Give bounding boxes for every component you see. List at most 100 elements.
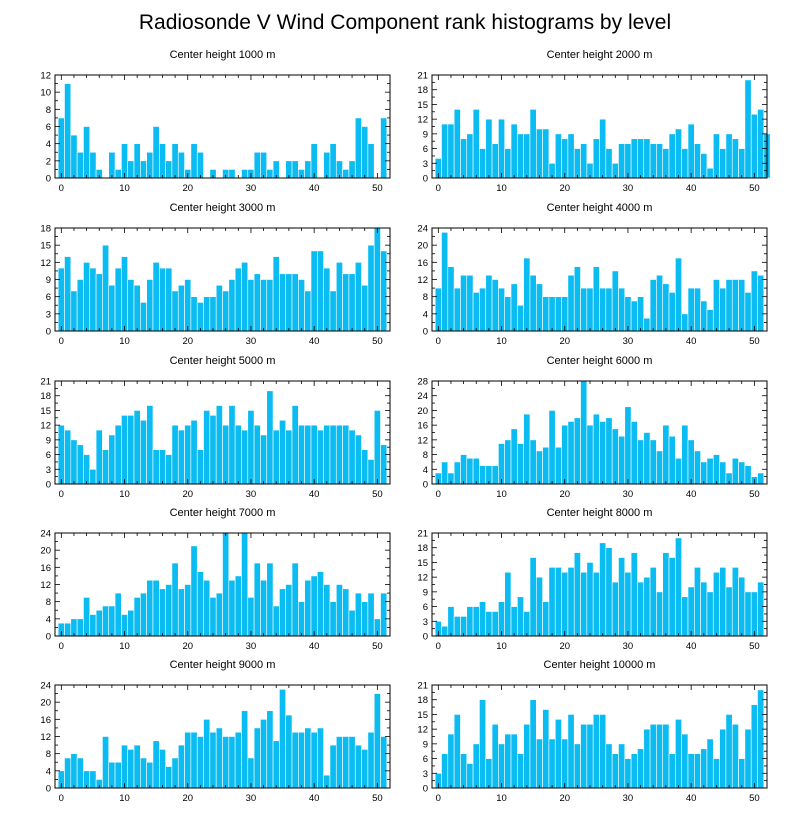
x-tick-label: 0 <box>59 641 64 652</box>
histogram-bar <box>738 461 746 485</box>
x-tick-label: 50 <box>372 641 383 652</box>
histogram-bar <box>342 736 350 789</box>
x-tick-label: 20 <box>182 793 193 804</box>
histogram-panel-1: Center height 1000 m 0 10 20 30 40 50 0 2 4 6 8 10 12 <box>40 49 391 194</box>
x-tick-label: 20 <box>182 489 193 500</box>
histogram-bar <box>605 417 613 485</box>
x-tick-label: 50 <box>372 183 383 194</box>
histogram-bar <box>567 567 575 637</box>
x-tick-label: 40 <box>686 641 697 652</box>
histogram-bar <box>380 592 388 637</box>
histogram-bar <box>744 292 752 332</box>
histogram-bar <box>171 424 179 485</box>
histogram-bar <box>373 227 381 332</box>
histogram-bar <box>453 287 461 332</box>
y-tick-label: 0 <box>46 784 51 795</box>
x-tick-label: 30 <box>246 641 257 652</box>
histogram-bar <box>618 743 626 789</box>
histogram-bar <box>618 287 626 332</box>
histogram-bar <box>725 279 733 332</box>
histogram-bar <box>618 435 626 485</box>
histogram-bar <box>662 552 670 637</box>
histogram-bar <box>523 611 531 637</box>
histogram-bar <box>196 449 204 485</box>
histogram-bar <box>561 296 569 332</box>
y-tick-label: 18 <box>417 543 428 554</box>
histogram-bar <box>510 283 518 332</box>
histogram-bar <box>177 429 185 485</box>
histogram-bar <box>171 757 179 789</box>
y-tick-label: 21 <box>40 377 51 388</box>
histogram-bar <box>687 586 695 637</box>
y-tick-label: 12 <box>40 258 51 269</box>
histogram-bar <box>491 143 499 179</box>
histogram-bar <box>580 723 588 789</box>
histogram-bar <box>744 591 752 637</box>
histogram-bar <box>611 428 619 485</box>
histogram-bar <box>222 736 230 789</box>
histogram-bar <box>89 468 97 485</box>
y-tick-label: 18 <box>417 85 428 96</box>
histogram-bar <box>146 279 154 332</box>
histogram-bar <box>279 688 287 789</box>
histogram-bar <box>611 581 619 637</box>
histogram-bar <box>630 138 638 179</box>
histogram-bar <box>687 753 695 789</box>
histogram-bar <box>184 424 192 485</box>
x-tick-label: 0 <box>436 793 441 804</box>
y-tick-label: 16 <box>417 258 428 269</box>
histogram-bar <box>354 117 362 179</box>
histogram-bar <box>354 434 362 485</box>
histogram-bar <box>367 592 375 637</box>
histogram-bar <box>304 290 312 332</box>
histogram-bar <box>529 557 537 637</box>
histogram-bar <box>260 719 268 789</box>
histogram-bar <box>83 597 91 637</box>
histogram-bar <box>83 126 91 179</box>
histogram-bar <box>675 719 682 789</box>
histogram-bar <box>317 429 324 485</box>
histogram-bar <box>196 571 204 637</box>
histogram-bar <box>725 133 733 179</box>
histogram-bar <box>291 731 299 789</box>
histogram-bar <box>190 143 198 179</box>
histogram-bar <box>548 410 556 485</box>
histogram-bar <box>700 581 708 637</box>
histogram-bar <box>342 588 350 637</box>
histogram-bar <box>738 148 746 179</box>
histogram-bar <box>165 267 173 332</box>
panel-title: Center height 7000 m <box>170 507 276 519</box>
x-tick-label: 50 <box>372 793 383 804</box>
y-tick-label: 9 <box>423 739 428 750</box>
histogram-bar <box>592 266 600 332</box>
histogram-bar <box>504 733 512 789</box>
histogram-bar <box>298 279 305 332</box>
y-tick-label: 12 <box>40 732 51 743</box>
histogram-bar <box>649 143 657 179</box>
y-tick-label: 6 <box>423 144 428 155</box>
histogram-bar <box>190 296 198 332</box>
histogram-bar <box>146 151 154 179</box>
histogram-bar <box>592 413 600 485</box>
histogram-bar <box>523 723 531 789</box>
figure-title: Radiosonde V Wind Component rank histogr… <box>139 11 671 34</box>
histogram-bar <box>681 733 689 789</box>
histogram-bar <box>335 424 343 485</box>
histogram-bar <box>57 267 65 332</box>
histogram-bar <box>317 250 324 332</box>
histogram-bar <box>70 753 78 789</box>
y-tick-label: 4 <box>423 309 428 320</box>
histogram-bar <box>706 309 714 332</box>
histogram-bar <box>64 83 72 179</box>
histogram-bar <box>184 279 192 332</box>
histogram-bar <box>304 727 312 789</box>
histogram-bar <box>121 415 128 485</box>
histogram-bar <box>719 728 727 789</box>
histogram-bar <box>637 581 645 637</box>
histogram-bar <box>234 731 242 789</box>
histogram-bar <box>656 723 664 789</box>
histogram-bar <box>599 287 607 332</box>
histogram-bar <box>89 770 97 789</box>
histogram-bar <box>304 424 312 485</box>
x-tick-label: 0 <box>59 336 64 347</box>
